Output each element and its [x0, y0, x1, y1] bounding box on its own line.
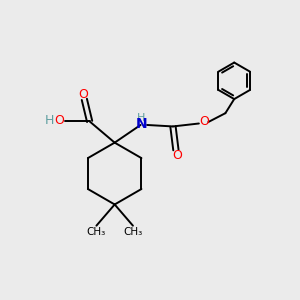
Text: O: O	[199, 115, 209, 128]
Text: O: O	[172, 149, 182, 162]
Text: N: N	[135, 117, 147, 131]
Text: H: H	[137, 113, 146, 124]
Text: O: O	[54, 114, 64, 127]
Text: CH₃: CH₃	[123, 227, 142, 237]
Text: H: H	[44, 114, 54, 127]
Text: O: O	[78, 88, 88, 101]
Text: CH₃: CH₃	[87, 227, 106, 237]
